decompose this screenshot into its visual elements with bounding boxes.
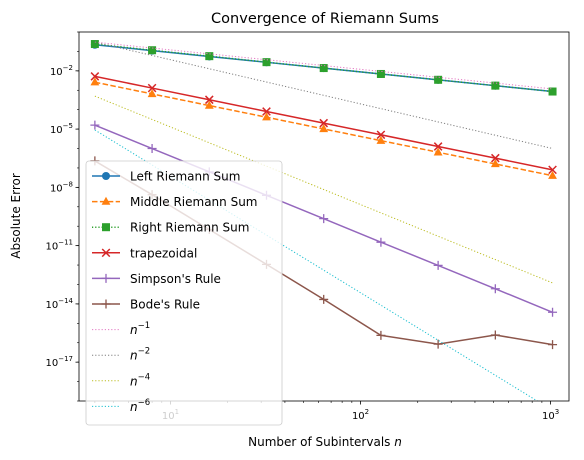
data-point (548, 170, 557, 179)
legend-entry: Simpson's Rule (92, 272, 221, 286)
data-point (90, 40, 99, 49)
series-8 (94, 95, 553, 284)
legend-label: n−4 (130, 372, 150, 388)
legend-label: n−2 (130, 347, 150, 363)
legend-label: n−1 (130, 321, 150, 337)
legend-entry: Middle Riemann Sum (92, 195, 258, 209)
data-point (433, 147, 443, 156)
legend-label: Bode's Rule (130, 298, 200, 312)
x-tick-label: 102 (352, 408, 369, 422)
data-point (491, 153, 500, 163)
data-point (319, 294, 329, 304)
data-point (548, 87, 557, 96)
data-point (548, 340, 558, 350)
data-point (262, 58, 271, 67)
data-point (148, 46, 157, 55)
data-point (147, 144, 157, 154)
series-layer (90, 40, 558, 401)
data-point (376, 330, 386, 340)
data-point (376, 130, 386, 140)
legend-marker (102, 172, 110, 180)
chart-title: Convergence of Riemann Sums (211, 11, 439, 27)
legend-entry: n−2 (92, 347, 150, 363)
data-point (548, 165, 557, 175)
data-point (319, 124, 329, 133)
data-point (147, 89, 157, 98)
data-point (548, 307, 558, 317)
series-line (94, 95, 553, 284)
legend-entry: trapezoidal (92, 246, 197, 260)
series-3 (90, 72, 557, 175)
data-point (376, 135, 386, 144)
legend-marker (101, 273, 111, 283)
y-tick-label: 10−14 (45, 297, 73, 311)
data-point (434, 75, 443, 84)
legend-label: n−6 (130, 398, 150, 414)
data-point (205, 52, 214, 61)
y-tick-label: 10−17 (45, 355, 73, 369)
series-2 (90, 40, 557, 96)
data-point (491, 81, 500, 90)
series-1 (90, 77, 557, 179)
series-7 (94, 41, 553, 150)
data-point (433, 339, 443, 349)
x-tick-label: 103 (542, 408, 559, 422)
plot-frame (78, 31, 570, 402)
data-point (262, 112, 271, 121)
data-point (204, 100, 214, 109)
data-point (376, 69, 385, 78)
data-point (433, 260, 443, 270)
legend-label: trapezoidal (130, 246, 197, 260)
legend-entry: Right Riemann Sum (92, 221, 249, 235)
data-point (319, 214, 329, 224)
data-point (490, 159, 500, 168)
x-axis-label: Number of Subintervals n (248, 435, 402, 449)
data-point (433, 142, 443, 151)
legend-label: Right Riemann Sum (130, 221, 249, 235)
legend-entry: Left Riemann Sum (92, 170, 240, 184)
data-point (147, 83, 157, 93)
y-tick-label: 10−2 (50, 64, 73, 78)
legend-marker (102, 223, 110, 232)
legend-label: Left Riemann Sum (130, 170, 240, 184)
y-tick-label: 10−5 (50, 122, 73, 136)
data-point (204, 95, 214, 105)
legend-marker (101, 248, 111, 258)
legend-entry: n−4 (92, 372, 150, 388)
legend-box (85, 160, 283, 426)
data-point (490, 284, 500, 294)
y-axis-ticks: 10−2 10−5 10−8 10−11 10−14 10−17 (45, 31, 79, 402)
data-point (319, 64, 328, 73)
legend-entry: n−1 (92, 321, 150, 337)
data-point (319, 118, 329, 128)
legend: Left Riemann Sum Middle Riemann Sum Right … (85, 160, 283, 426)
data-point (90, 72, 100, 81)
legend-entry: n−6 (92, 398, 150, 414)
data-point (490, 330, 500, 340)
y-axis-label: Absolute Error (9, 173, 23, 259)
legend-label: Middle Riemann Sum (130, 195, 258, 209)
legend-marker (101, 299, 111, 309)
legend-entry: Bode's Rule (92, 298, 200, 312)
y-tick-label: 10−8 (50, 180, 73, 194)
data-point (376, 237, 386, 247)
data-point (262, 107, 271, 116)
data-point (90, 77, 100, 86)
legend-marker (101, 196, 111, 205)
series-line (94, 41, 553, 150)
y-tick-label: 10−11 (45, 239, 73, 253)
legend-label: Simpson's Rule (130, 272, 221, 286)
data-point (90, 120, 100, 130)
